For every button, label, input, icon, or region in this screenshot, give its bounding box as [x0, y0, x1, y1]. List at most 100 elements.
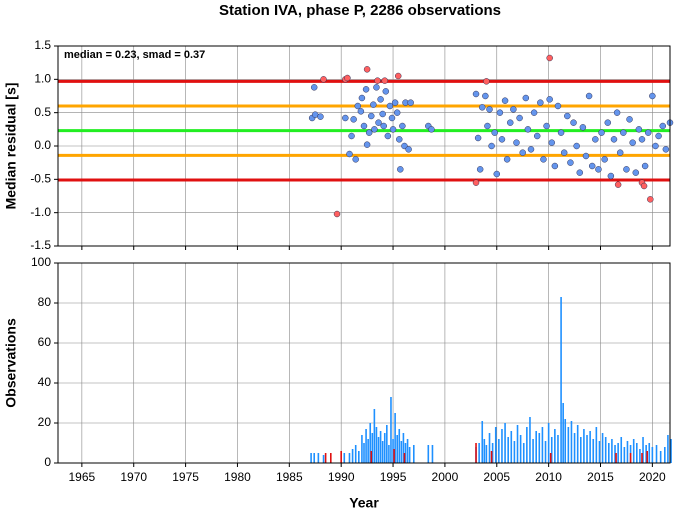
bar: [664, 447, 666, 463]
x-tick-label: 2005: [483, 470, 510, 484]
bar: [354, 445, 357, 463]
bar: [388, 445, 390, 463]
point: [396, 136, 403, 143]
point: [472, 90, 480, 98]
x-tick-label: 2000: [432, 470, 459, 484]
bar: [343, 453, 346, 463]
bar: [367, 439, 369, 463]
point: [570, 119, 577, 126]
bar: [375, 427, 378, 463]
bar: [651, 447, 654, 463]
plot-frame: [57, 45, 671, 247]
point: [386, 102, 394, 110]
point: [310, 84, 318, 91]
point: [498, 136, 506, 143]
bar: [586, 435, 588, 463]
bar: [324, 453, 327, 463]
point: [560, 149, 568, 156]
x-axis-label: Year: [349, 495, 379, 511]
bar: [412, 445, 415, 463]
bar: [535, 431, 537, 463]
x-tick-label: 2015: [587, 470, 614, 484]
x-tick-label: 1970: [120, 470, 147, 484]
bar: [313, 453, 316, 463]
point: [592, 136, 599, 143]
bar: [494, 427, 497, 463]
point: [381, 77, 388, 84]
point: [638, 136, 646, 143]
point: [483, 78, 490, 85]
point: [554, 102, 562, 110]
point: [342, 114, 349, 122]
point: [379, 110, 386, 118]
bar: [510, 431, 513, 463]
y-axis-label: Observations: [3, 318, 19, 408]
bar: [488, 433, 491, 463]
chart-title: Station IVA, phase P, 2286 observations: [219, 2, 501, 19]
y-tick-label: -1.0: [30, 205, 51, 219]
point: [623, 166, 630, 173]
point: [397, 166, 404, 173]
bar: [365, 429, 367, 463]
bar: [504, 423, 506, 463]
x-tick-label: 2010: [535, 470, 562, 484]
point: [513, 139, 520, 146]
bar: [667, 435, 669, 463]
bar: [394, 413, 396, 463]
point: [588, 162, 596, 170]
bar: [322, 455, 325, 463]
point: [613, 109, 621, 116]
point: [522, 94, 530, 102]
point: [595, 166, 602, 173]
point: [546, 96, 553, 103]
bar: [386, 425, 388, 463]
bar: [655, 445, 658, 463]
bar: [403, 453, 406, 463]
plot-frame: [57, 262, 671, 464]
bar: [398, 429, 401, 463]
bar: [381, 441, 384, 463]
point: [548, 139, 555, 146]
point: [493, 170, 501, 178]
point: [428, 126, 435, 133]
bar: [478, 443, 480, 463]
point: [491, 129, 498, 136]
point: [476, 166, 484, 173]
point: [346, 150, 353, 158]
point: [585, 92, 593, 100]
bar: [659, 451, 662, 463]
x-tick-label: 1995: [380, 470, 407, 484]
point: [543, 122, 550, 130]
bar: [576, 425, 579, 463]
point: [357, 108, 365, 115]
bar: [373, 409, 376, 463]
bar: [620, 437, 623, 463]
point: [370, 101, 377, 108]
y-tick-label: 100: [31, 255, 51, 269]
bar: [617, 443, 619, 463]
bar: [549, 453, 552, 463]
point: [496, 109, 504, 116]
bar: [573, 433, 576, 463]
bar: [579, 437, 582, 463]
point: [348, 132, 355, 140]
x-tick-label: 1965: [69, 470, 96, 484]
point: [629, 139, 636, 146]
bar: [554, 429, 556, 463]
bar: [513, 441, 516, 463]
point: [333, 210, 341, 218]
x-tick-label: 2020: [639, 470, 666, 484]
point: [604, 119, 612, 126]
point: [567, 159, 574, 166]
y-tick-label: 40: [38, 375, 52, 389]
point: [614, 181, 622, 188]
bar: [507, 437, 509, 463]
bar: [557, 435, 559, 463]
bar: [400, 441, 403, 463]
bar: [310, 453, 312, 463]
point: [368, 112, 375, 120]
point: [551, 162, 559, 170]
bar: [348, 453, 351, 463]
bar: [567, 427, 570, 463]
point: [399, 122, 406, 130]
